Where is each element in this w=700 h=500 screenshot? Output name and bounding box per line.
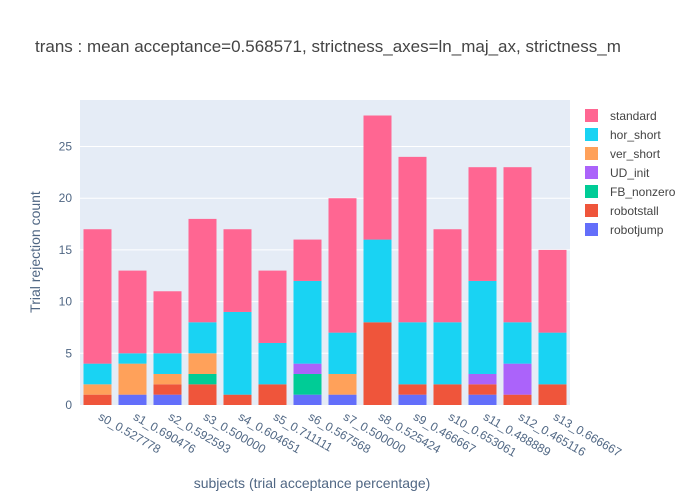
- bar-segment-robotstall: [468, 384, 497, 395]
- bar-segment-UD_init: [503, 363, 532, 395]
- bar-segment-hor_short: [503, 322, 532, 364]
- bar-segment-UD_init: [293, 363, 322, 374]
- y-tick-labels: 0 5 10 15 20 25: [59, 140, 73, 412]
- bar-segment-standard: [223, 229, 252, 312]
- bar-segment-standard: [188, 218, 217, 323]
- bar-segment-FB_nonzero: [188, 373, 217, 385]
- bar-segment-hor_short: [328, 332, 357, 374]
- bar-segment-hor_short: [293, 280, 322, 364]
- y-tick-label: 20: [59, 191, 73, 205]
- legend-label: UD_init: [610, 166, 650, 180]
- y-axis-title: Trial rejection count: [27, 191, 43, 313]
- bar-segment-hor_short: [258, 342, 287, 385]
- legend-swatch: [585, 166, 598, 179]
- bar-segment-hor_short: [118, 353, 147, 364]
- bar-segment-hor_short: [363, 239, 392, 323]
- bar-segment-ver_short: [153, 373, 182, 385]
- bar-segment-robotjump: [468, 394, 497, 405]
- y-tick-label: 5: [65, 346, 72, 360]
- bar-segment-standard: [153, 291, 182, 354]
- bar-segment-standard: [398, 156, 427, 323]
- legend-label: robotjump: [610, 223, 664, 237]
- bar-segment-robotjump: [293, 394, 322, 405]
- bar-segment-hor_short: [538, 332, 567, 385]
- bar-segment-robotstall: [433, 384, 462, 405]
- bar-segment-robotstall: [363, 322, 392, 405]
- bar-segment-robotjump: [398, 394, 427, 405]
- bar-segment-robotjump: [328, 394, 357, 405]
- bar-segment-ver_short: [328, 373, 357, 395]
- x-axis-title: subjects (trial acceptance percentage): [194, 475, 431, 491]
- bar-segment-hor_short: [223, 311, 252, 395]
- bar-segment-UD_init: [468, 373, 497, 385]
- bar-segment-FB_nonzero: [293, 373, 322, 395]
- legend-swatch: [585, 147, 598, 160]
- bar-segment-standard: [468, 167, 497, 281]
- bar-segment-hor_short: [433, 322, 462, 385]
- bar-segment-robotjump: [153, 394, 182, 405]
- bar-segment-robotstall: [538, 384, 567, 405]
- y-tick-label: 0: [65, 398, 72, 412]
- bar-segment-ver_short: [188, 353, 217, 374]
- legend-label: FB_nonzero: [610, 185, 676, 199]
- legend-label: robotstall: [610, 204, 659, 218]
- bar-segment-hor_short: [188, 322, 217, 354]
- bar-segment-standard: [118, 270, 147, 354]
- bar-segment-robotstall: [83, 394, 112, 405]
- bar-segment-hor_short: [468, 280, 497, 374]
- bar-segment-standard: [83, 229, 112, 364]
- bar-segment-standard: [363, 115, 392, 240]
- legend-swatch: [585, 109, 598, 122]
- legend-label: ver_short: [610, 147, 661, 161]
- bar-segment-standard: [293, 239, 322, 281]
- legend-label: hor_short: [610, 128, 661, 142]
- legend-swatch: [585, 128, 598, 141]
- legend-swatch: [585, 185, 598, 198]
- bar-segment-robotstall: [398, 384, 427, 395]
- bar-segment-robotstall: [258, 384, 287, 405]
- bar-segment-standard: [258, 270, 287, 343]
- bar-segment-robotstall: [188, 384, 217, 405]
- bar-segment-hor_short: [398, 322, 427, 385]
- bar-segment-hor_short: [153, 353, 182, 374]
- chart-title: trans : mean acceptance=0.568571, strict…: [35, 37, 621, 56]
- bar-segment-ver_short: [118, 363, 147, 395]
- bar-segment-robotjump: [118, 394, 147, 405]
- bar-segment-standard: [433, 229, 462, 323]
- legend: standard hor_short ver_short UD_init FB_nonz…: [585, 109, 676, 237]
- legend-swatch: [585, 223, 598, 236]
- bar-segment-robotstall: [503, 394, 532, 405]
- legend-swatch: [585, 204, 598, 217]
- bars: [83, 115, 567, 405]
- bar-segment-hor_short: [83, 363, 112, 385]
- bar-segment-ver_short: [83, 384, 112, 395]
- y-tick-label: 15: [59, 243, 73, 257]
- bar-segment-robotstall: [223, 394, 252, 405]
- legend-label: standard: [610, 109, 657, 123]
- x-tick-labels: s0_0.527778s1_0.690476s2_0.592593s3_0.50…: [96, 409, 624, 459]
- y-tick-label: 25: [59, 140, 73, 154]
- bar-segment-robotstall: [153, 384, 182, 395]
- bar-segment-standard: [503, 167, 532, 323]
- bar-segment-standard: [538, 249, 567, 333]
- bar-segment-standard: [328, 198, 357, 333]
- y-tick-label: 10: [59, 295, 73, 309]
